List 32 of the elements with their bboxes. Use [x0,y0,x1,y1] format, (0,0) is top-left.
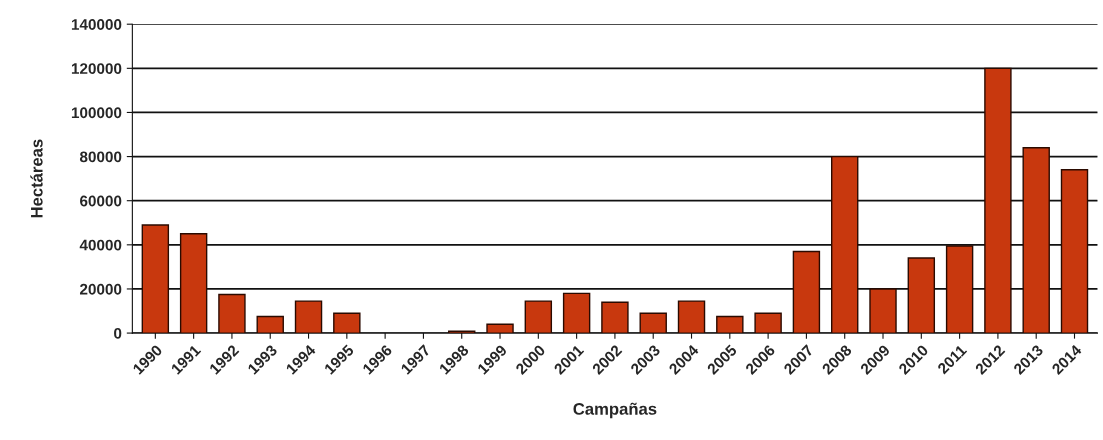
bar [218,293,246,334]
bar [486,323,514,334]
bar [333,312,361,334]
bar [830,155,859,334]
bar [869,288,897,334]
y-tick-label: 40000 [79,239,122,251]
bar [984,67,1012,334]
bar [1060,169,1089,334]
y-tick-label: 120000 [71,63,122,75]
bar [792,250,821,334]
bar [524,300,553,334]
y-tick-label: 140000 [71,19,122,30]
bar [256,315,284,334]
bar [716,315,744,334]
bar [677,300,706,334]
bar [601,301,629,334]
bar [562,292,591,334]
bar [141,224,170,334]
bar [179,233,208,334]
bar [639,312,667,334]
y-tick-label: 60000 [80,195,122,207]
bar [754,312,782,334]
y-tick-label: 80000 [79,151,122,163]
x-axis-title: Campañas [573,402,657,419]
bar [945,245,974,334]
bar [294,300,323,334]
bar [907,257,936,334]
y-tick-label: 20000 [79,283,122,295]
y-tick-label: 0 [114,327,122,339]
y-tick-label: 100000 [71,107,122,119]
bar [1022,147,1050,334]
y-axis-title: Hectáreas [30,139,43,218]
